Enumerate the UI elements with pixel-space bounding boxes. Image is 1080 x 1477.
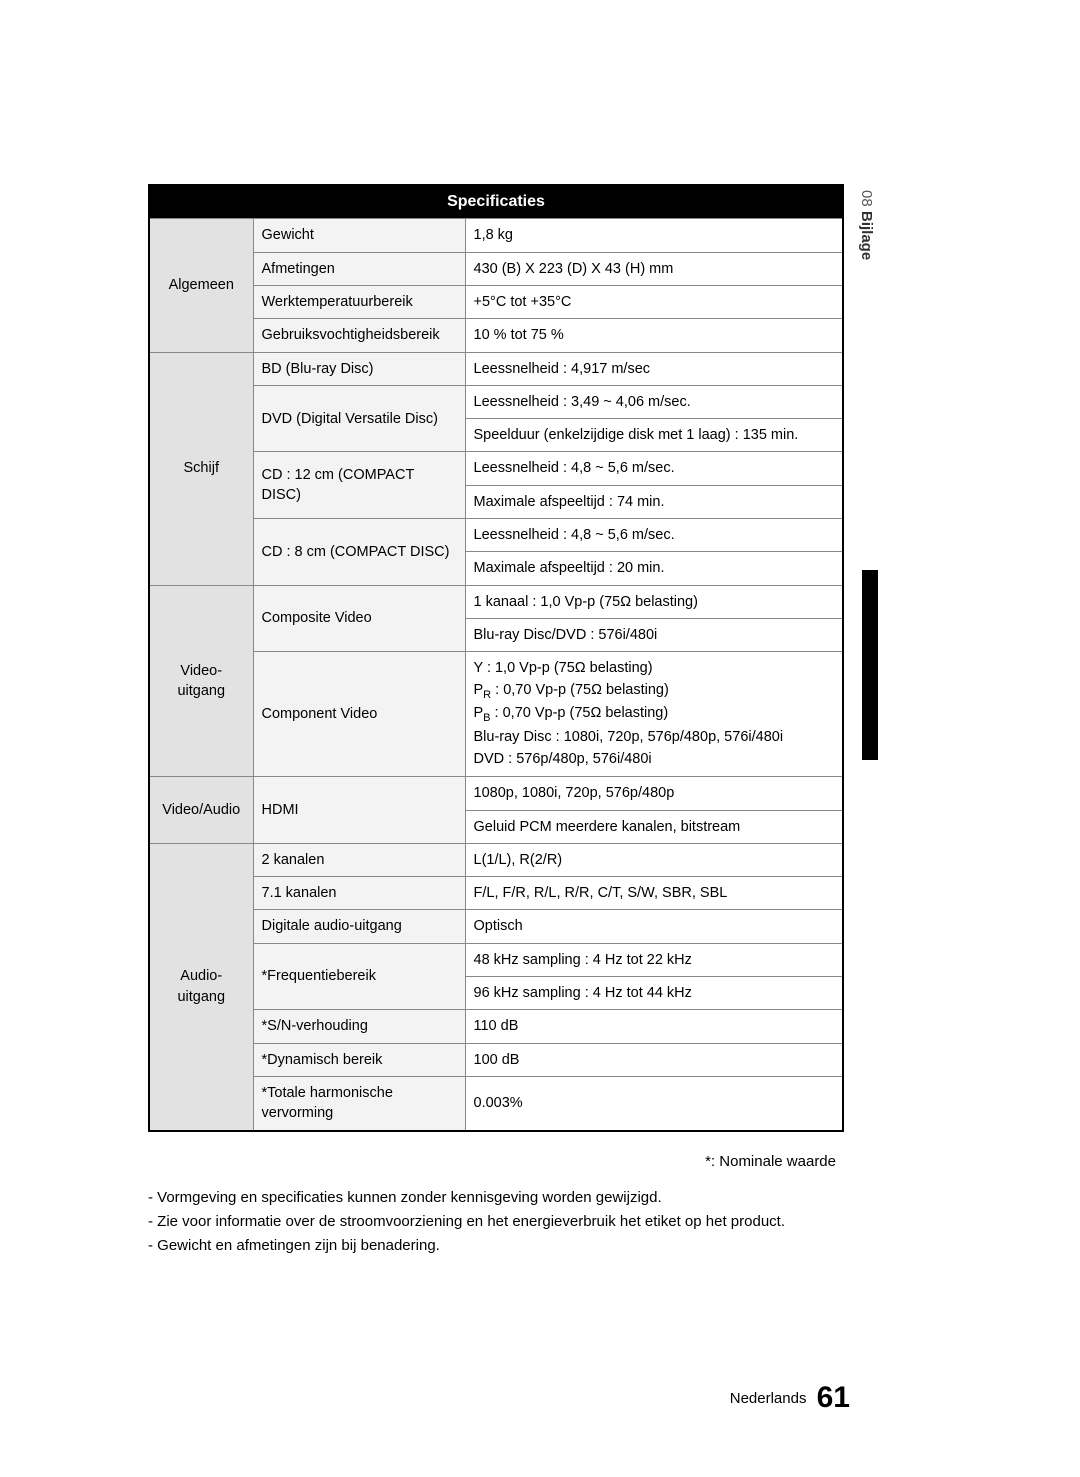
subcategory-cell: *Dynamisch bereik [253, 1043, 465, 1076]
value-cell: Y : 1,0 Vp-p (75Ω belasting)PR : 0,70 Vp… [465, 652, 843, 777]
subcategory-cell: 7.1 kanalen [253, 877, 465, 910]
subcategory-cell: *Totale harmonische vervorming [253, 1076, 465, 1130]
value-cell: Blu-ray Disc/DVD : 576i/480i [465, 618, 843, 651]
value-cell: 48 kHz sampling : 4 Hz tot 22 kHz [465, 943, 843, 976]
section-label: Bijlage [858, 211, 875, 260]
subcategory-cell: *Frequentiebereik [253, 943, 465, 1010]
specifications-table: Specificaties AlgemeenGewicht1,8 kgAfmet… [148, 184, 844, 1132]
value-cell: Leessnelheid : 4,8 ~ 5,6 m/sec. [465, 452, 843, 485]
tab-marker [862, 570, 878, 760]
subcategory-cell: Digitale audio-uitgang [253, 910, 465, 943]
subcategory-cell: HDMI [253, 777, 465, 844]
subcategory-cell: Gewicht [253, 219, 465, 252]
nominal-note: *: Nominale waarde [148, 1150, 844, 1174]
value-cell: Maximale afspeeltijd : 74 min. [465, 485, 843, 518]
category-cell: Video-uitgang [149, 585, 253, 777]
footer-lang: Nederlands [730, 1390, 807, 1407]
subcategory-cell: CD : 12 cm (COMPACT DISC) [253, 452, 465, 519]
page-footer: Nederlands 61 [730, 1381, 850, 1415]
note-bullet: - Vormgeving en specificaties kunnen zon… [148, 1186, 844, 1210]
table-row: SchijfBD (Blu-ray Disc)Leessnelheid : 4,… [149, 352, 843, 385]
value-cell: L(1/L), R(2/R) [465, 843, 843, 876]
subcategory-cell: Gebruiksvochtigheidsbereik [253, 319, 465, 352]
table-row: Video-uitgangComposite Video1 kanaal : 1… [149, 585, 843, 618]
table-row: Werktemperatuurbereik+5°C tot +35°C [149, 285, 843, 318]
value-cell: 10 % tot 75 % [465, 319, 843, 352]
value-cell: 1080p, 1080i, 720p, 576p/480p [465, 777, 843, 810]
value-cell: 96 kHz sampling : 4 Hz tot 44 kHz [465, 977, 843, 1010]
category-cell: Schijf [149, 352, 253, 585]
value-cell: 430 (B) X 223 (D) X 43 (H) mm [465, 252, 843, 285]
table-row: *S/N-verhouding110 dB [149, 1010, 843, 1043]
section-number: 08 [858, 190, 875, 207]
category-cell: Audio-uitgang [149, 843, 253, 1130]
value-cell: +5°C tot +35°C [465, 285, 843, 318]
subcategory-cell: Afmetingen [253, 252, 465, 285]
footer-page-number: 61 [817, 1381, 850, 1414]
table-row: CD : 8 cm (COMPACT DISC)Leessnelheid : 4… [149, 519, 843, 552]
table-row: AlgemeenGewicht1,8 kg [149, 219, 843, 252]
table-row: Digitale audio-uitgangOptisch [149, 910, 843, 943]
subcategory-cell: CD : 8 cm (COMPACT DISC) [253, 519, 465, 586]
table-row: *Dynamisch bereik100 dB [149, 1043, 843, 1076]
value-cell: Leessnelheid : 4,917 m/sec [465, 352, 843, 385]
category-cell: Video/Audio [149, 777, 253, 844]
value-cell: Leessnelheid : 3,49 ~ 4,06 m/sec. [465, 385, 843, 418]
value-cell: Speelduur (enkelzijdige disk met 1 laag)… [465, 419, 843, 452]
value-cell: 110 dB [465, 1010, 843, 1043]
table-row: Gebruiksvochtigheidsbereik10 % tot 75 % [149, 319, 843, 352]
section-sidebar: 08 Bijlage [858, 190, 878, 260]
page-content: Specificaties AlgemeenGewicht1,8 kgAfmet… [148, 184, 844, 1258]
value-cell: 1,8 kg [465, 219, 843, 252]
note-bullet: - Gewicht en afmetingen zijn bij benader… [148, 1234, 844, 1258]
table-row: 7.1 kanalenF/L, F/R, R/L, R/R, C/T, S/W,… [149, 877, 843, 910]
subcategory-cell: 2 kanalen [253, 843, 465, 876]
table-row: Audio-uitgang2 kanalenL(1/L), R(2/R) [149, 843, 843, 876]
subcategory-cell: Composite Video [253, 585, 465, 652]
value-cell: Maximale afspeeltijd : 20 min. [465, 552, 843, 585]
table-title: Specificaties [149, 185, 843, 219]
subcategory-cell: Component Video [253, 652, 465, 777]
table-row: DVD (Digital Versatile Disc)Leessnelheid… [149, 385, 843, 418]
table-row: *Frequentiebereik48 kHz sampling : 4 Hz … [149, 943, 843, 976]
value-cell: 100 dB [465, 1043, 843, 1076]
table-row: Video/AudioHDMI1080p, 1080i, 720p, 576p/… [149, 777, 843, 810]
table-row: Component VideoY : 1,0 Vp-p (75Ω belasti… [149, 652, 843, 777]
value-cell: F/L, F/R, R/L, R/R, C/T, S/W, SBR, SBL [465, 877, 843, 910]
subcategory-cell: Werktemperatuurbereik [253, 285, 465, 318]
subcategory-cell: *S/N-verhouding [253, 1010, 465, 1043]
notes-block: *: Nominale waarde - Vormgeving en speci… [148, 1150, 844, 1258]
value-cell: Optisch [465, 910, 843, 943]
category-cell: Algemeen [149, 219, 253, 352]
value-cell: Leessnelheid : 4,8 ~ 5,6 m/sec. [465, 519, 843, 552]
value-cell: 0.003% [465, 1076, 843, 1130]
subcategory-cell: BD (Blu-ray Disc) [253, 352, 465, 385]
value-cell: 1 kanaal : 1,0 Vp-p (75Ω belasting) [465, 585, 843, 618]
table-row: CD : 12 cm (COMPACT DISC)Leessnelheid : … [149, 452, 843, 485]
value-cell: Geluid PCM meerdere kanalen, bitstream [465, 810, 843, 843]
table-row: *Totale harmonische vervorming0.003% [149, 1076, 843, 1130]
table-row: Afmetingen430 (B) X 223 (D) X 43 (H) mm [149, 252, 843, 285]
note-bullet: - Zie voor informatie over de stroomvoor… [148, 1210, 844, 1234]
subcategory-cell: DVD (Digital Versatile Disc) [253, 385, 465, 452]
